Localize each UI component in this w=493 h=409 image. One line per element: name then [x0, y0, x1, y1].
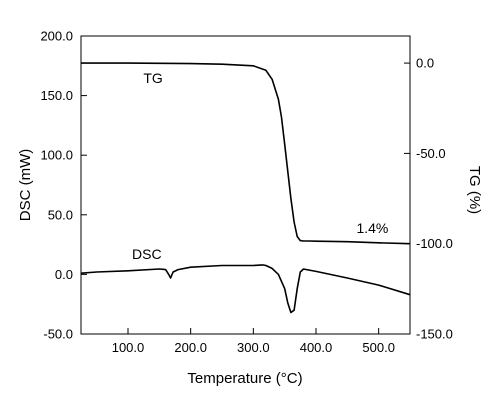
y-left-tick-label: 0.0	[55, 267, 73, 282]
x-tick-label: 500.0	[362, 340, 395, 355]
y-left-tick-label: 200.0	[40, 29, 73, 44]
y-left-axis-title: DSC (mW)	[17, 149, 34, 221]
x-tick-label: 400.0	[300, 340, 333, 355]
chart-labels: TG DSC 1.4%	[132, 70, 388, 262]
dsc-series-label: DSC	[132, 246, 162, 262]
y-left-tick-label: 100.0	[40, 148, 73, 163]
y-right-tick-label: -150.0	[416, 327, 453, 342]
y-right-axis-title: TG (%)	[466, 166, 483, 214]
plot-frame	[80, 35, 411, 335]
axis-tick-labels: 100.0 200.0 300.0 400.0 500.0 -50.0 0.0 50.0 100…	[40, 29, 452, 356]
mass-loss-annotation: 1.4%	[356, 220, 388, 236]
series-lines	[80, 62, 411, 314]
y-right-tick-label: 0.0	[416, 56, 434, 71]
x-tick-label: 100.0	[112, 340, 145, 355]
y-left-tick-label: 150.0	[40, 88, 73, 103]
tg-curve	[81, 62, 411, 245]
axis-ticks	[81, 35, 410, 335]
x-tick-label: 200.0	[174, 340, 207, 355]
x-axis-title: Temperature (°C)	[187, 370, 302, 387]
dsc-curve	[80, 264, 411, 314]
x-tick-label: 300.0	[237, 340, 270, 355]
y-left-tick-label: 50.0	[48, 207, 73, 222]
tg-series-label: TG	[143, 70, 162, 86]
y-right-tick-label: -50.0	[416, 146, 446, 161]
y-left-tick-label: -50.0	[43, 327, 73, 342]
y-right-tick-label: -100.0	[416, 236, 453, 251]
